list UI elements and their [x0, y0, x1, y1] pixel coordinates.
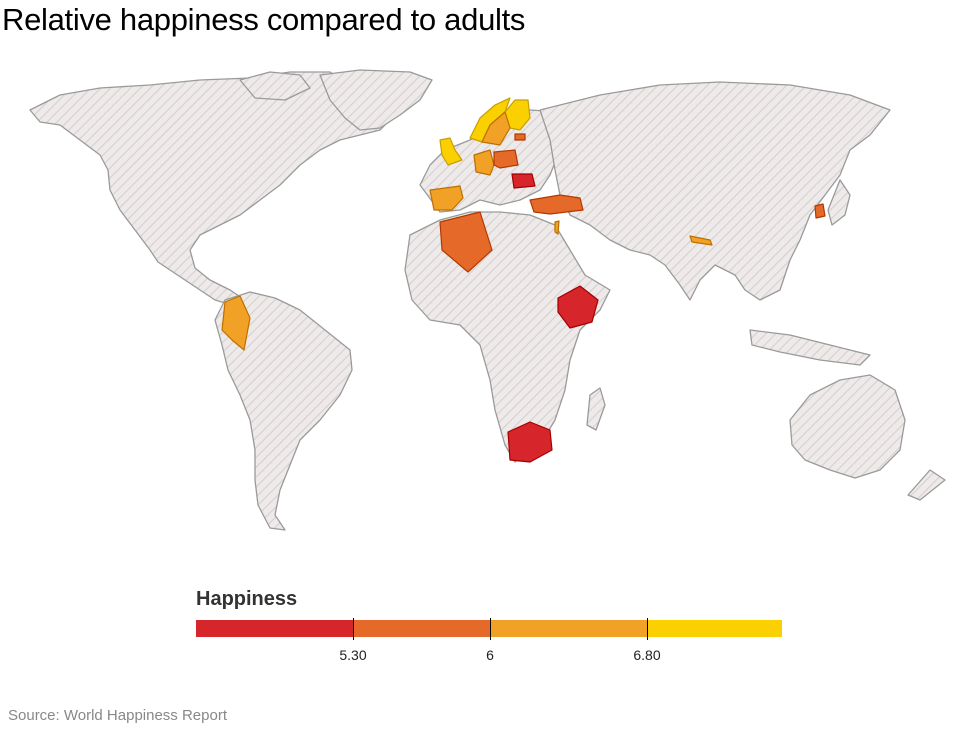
africa-landmass	[404, 211, 611, 463]
country-algeria	[439, 211, 493, 273]
japan	[827, 179, 851, 226]
legend-tick-label-3: 6.80	[633, 647, 661, 663]
country-united-kingdom	[439, 137, 463, 166]
legend-color-bar	[196, 620, 782, 637]
legend-tick-2	[490, 618, 491, 640]
legend-tick-3	[647, 618, 648, 640]
indonesia	[749, 329, 871, 366]
legend-tick-label-2: 6	[486, 647, 494, 663]
country-spain	[429, 185, 464, 211]
country-romania	[511, 173, 536, 189]
country-ethiopia	[557, 285, 599, 329]
chart-title: Relative happiness compared to adults	[2, 2, 526, 37]
country-nepal	[689, 235, 713, 246]
legend-bin-4	[647, 620, 782, 637]
country-sweden	[481, 111, 511, 146]
legend-bin-1	[196, 620, 353, 637]
world-map	[0, 50, 980, 550]
legend-tick-1	[353, 618, 354, 640]
country-israel	[554, 220, 560, 235]
source-note: Source: World Happiness Report	[8, 707, 227, 724]
arctic-islands	[239, 71, 311, 101]
legend-bin-3	[490, 620, 647, 637]
australia-landmass	[789, 374, 906, 479]
country-poland	[493, 149, 519, 169]
greenland	[319, 69, 433, 131]
legend-title: Happiness	[196, 588, 298, 610]
asia-landmass	[539, 81, 891, 301]
new-zealand	[907, 469, 946, 501]
legend-bin-2	[353, 620, 490, 637]
country-south-korea	[814, 203, 826, 219]
country-colombia	[221, 295, 251, 351]
madagascar	[586, 387, 606, 431]
country-turkey	[529, 194, 584, 215]
legend-tick-label-1: 5.30	[339, 647, 367, 663]
north-america-landmass	[29, 71, 401, 306]
south-america-landmass	[214, 291, 353, 531]
country-south-africa	[507, 421, 553, 463]
country-germany	[473, 149, 495, 176]
country-estonia	[514, 133, 526, 141]
